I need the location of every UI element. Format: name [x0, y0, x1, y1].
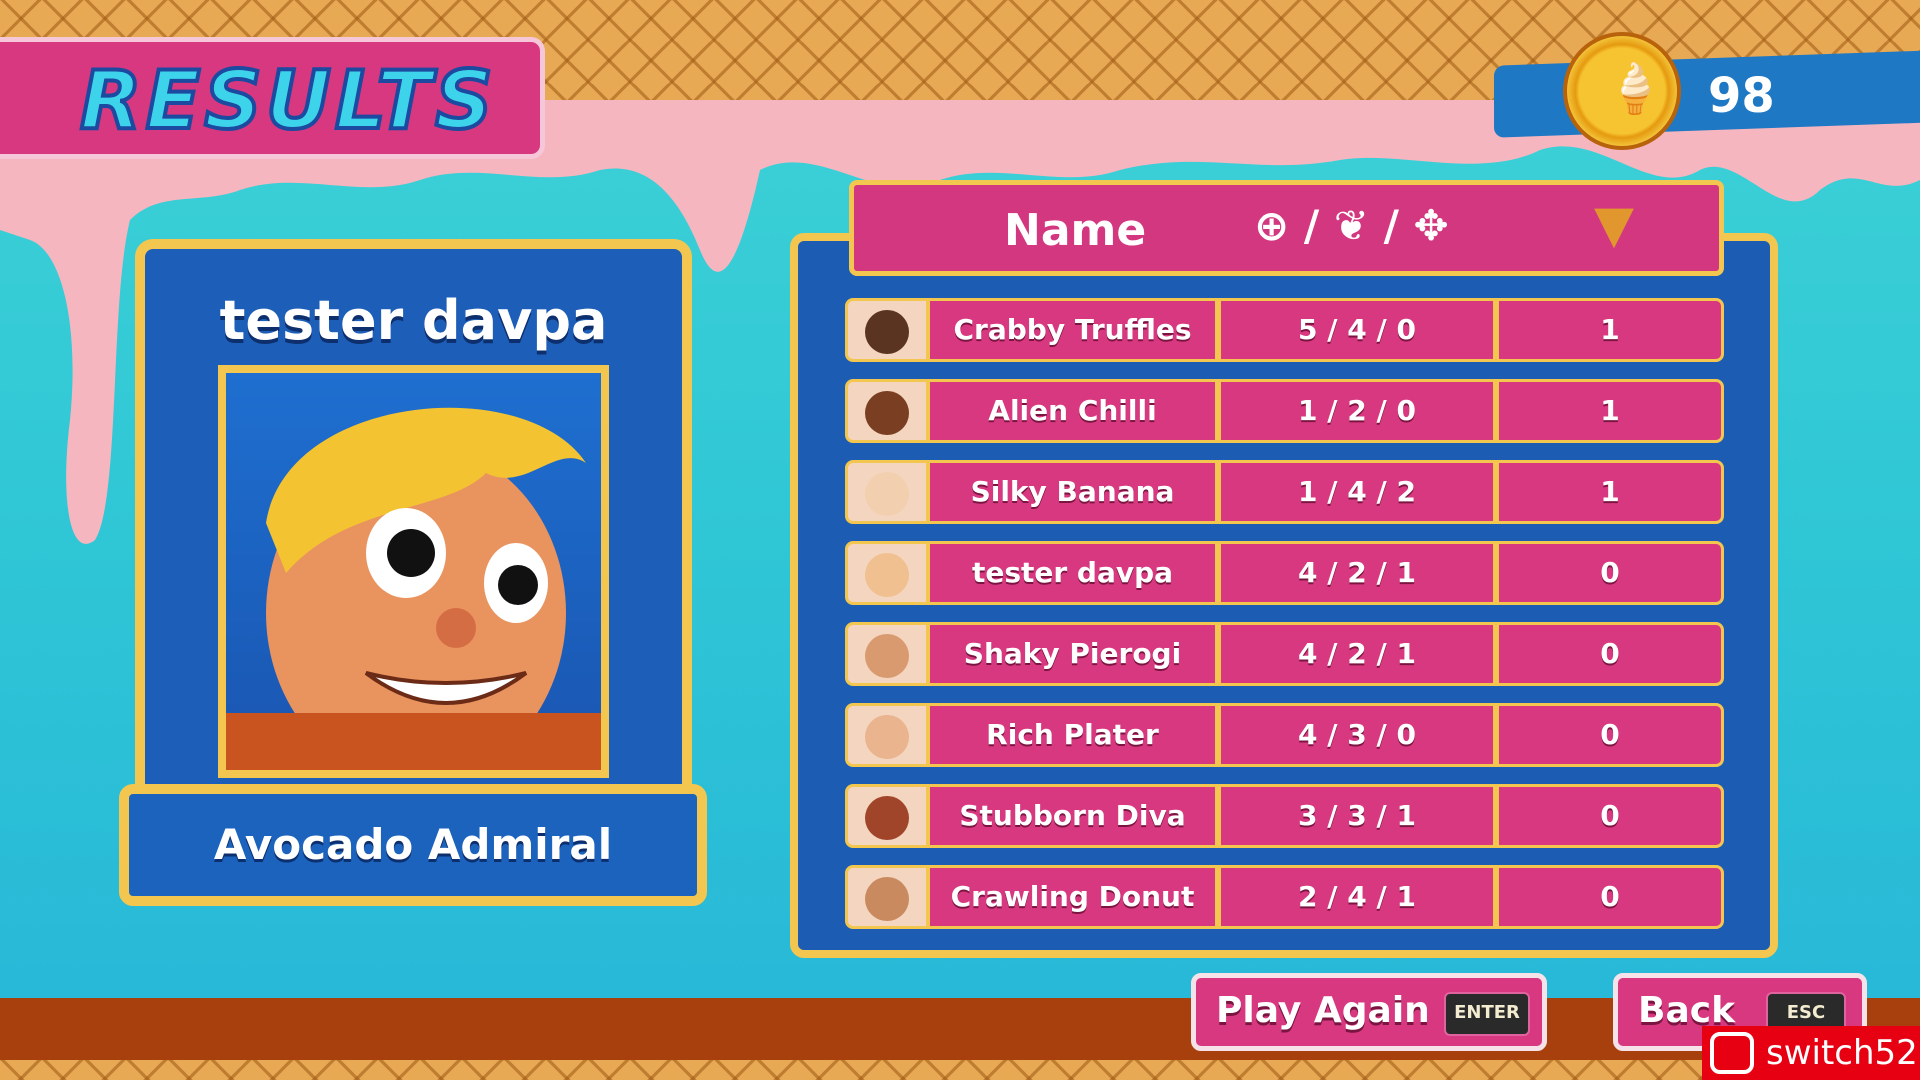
cones-cell: 1 [1496, 379, 1724, 443]
cones-cell: 1 [1496, 460, 1724, 524]
stats-cell: 3 / 3 / 1 [1218, 784, 1496, 848]
stats-cell: 5 / 4 / 0 [1218, 298, 1496, 362]
player-title: Avocado Admiral [119, 784, 707, 906]
table-row: Silky Banana 1 / 4 / 2 1 [845, 460, 1724, 524]
table-row: Crabby Truffles 5 / 4 / 0 1 [845, 298, 1724, 362]
currency-value: 98 [1708, 68, 1775, 124]
stats-cell: 1 / 4 / 2 [1218, 460, 1496, 524]
table-row: Stubborn Diva 3 / 3 / 1 0 [845, 784, 1724, 848]
stats-cell: 4 / 2 / 1 [1218, 541, 1496, 605]
stats-cell: 4 / 3 / 0 [1218, 703, 1496, 767]
player-name-cell: Shaky Pierogi [927, 622, 1218, 686]
avatar [845, 379, 929, 443]
cones-cell: 0 [1496, 865, 1724, 929]
cones-cell: 0 [1496, 622, 1724, 686]
table-row: Alien Chilli 1 / 2 / 0 1 [845, 379, 1724, 443]
play-again-button[interactable]: Play Again ENTER [1191, 973, 1547, 1051]
avatar [845, 622, 929, 686]
player-name-cell: Alien Chilli [927, 379, 1218, 443]
watermark-text: switch520 [1766, 1033, 1920, 1073]
stats-cell: 4 / 2 / 1 [1218, 622, 1496, 686]
table-row: Rich Plater 4 / 3 / 0 0 [845, 703, 1724, 767]
player-name-cell: Crawling Donut [927, 865, 1218, 929]
player-name-cell: Stubborn Diva [927, 784, 1218, 848]
back-label: Back [1638, 990, 1736, 1031]
waffle-bottom-border [0, 1060, 1920, 1080]
table-row: Shaky Pierogi 4 / 2 / 1 0 [845, 622, 1724, 686]
stats-icons: ⊕ / ❦ / ✥ [1254, 201, 1449, 250]
ice-cream-coin-icon: 🍦 [1563, 32, 1681, 150]
bottom-strip [0, 998, 1920, 1060]
avatar [845, 865, 929, 929]
table-row: tester davpa 4 / 2 / 1 0 [845, 541, 1724, 605]
page-title: RESULTS [78, 52, 497, 149]
cones-cell: 0 [1496, 784, 1724, 848]
avatar [845, 541, 929, 605]
player-name-cell: tester davpa [927, 541, 1218, 605]
ice-cream-cone-icon: ▼ [1594, 195, 1634, 255]
watermark: switch520 [1702, 1026, 1920, 1080]
player-name-cell: Crabby Truffles [927, 298, 1218, 362]
results-banner: RESULTS [0, 37, 545, 159]
play-again-label: Play Again [1216, 990, 1430, 1031]
header-name: Name [1004, 205, 1147, 256]
stats-cell: 2 / 4 / 1 [1218, 865, 1496, 929]
avatar [845, 703, 929, 767]
table-row: Crawling Donut 2 / 4 / 1 0 [845, 865, 1724, 929]
cones-cell: 0 [1496, 703, 1724, 767]
enter-key-hint: ENTER [1444, 992, 1530, 1036]
player-name-cell: Silky Banana [927, 460, 1218, 524]
player-name: tester davpa [219, 289, 608, 352]
cones-cell: 0 [1496, 541, 1724, 605]
table-header: Name ⊕ / ❦ / ✥ ▼ [849, 180, 1724, 276]
avatar [845, 298, 929, 362]
avatar [845, 784, 929, 848]
player-portrait [218, 365, 609, 778]
stats-cell: 1 / 2 / 0 [1218, 379, 1496, 443]
player-name-cell: Rich Plater [927, 703, 1218, 767]
avatar [845, 460, 929, 524]
currency-bar [1494, 50, 1920, 138]
cones-cell: 1 [1496, 298, 1724, 362]
switch-logo-icon [1710, 1032, 1754, 1074]
